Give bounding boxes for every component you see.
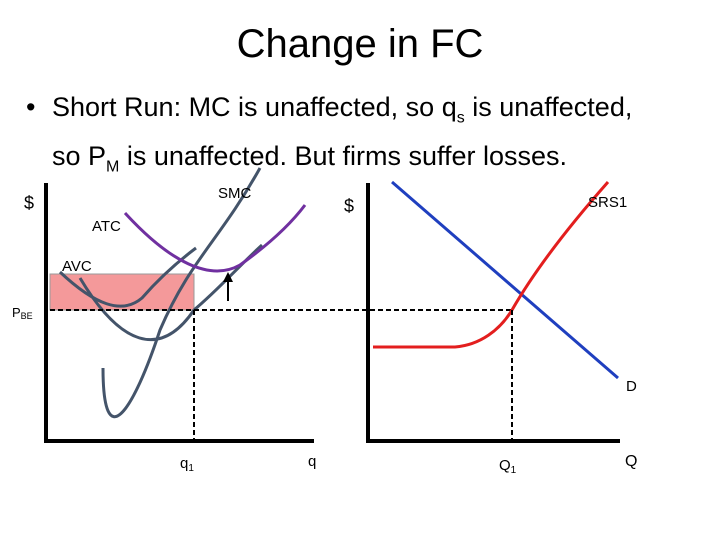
supply-curve xyxy=(373,181,610,349)
atc-label: ATC xyxy=(92,218,121,235)
atc-new-curve xyxy=(123,204,307,273)
srs1-label: SRS1 xyxy=(588,194,627,211)
demand-label: D xyxy=(626,378,637,395)
avc-label: AVC xyxy=(62,258,92,275)
slide-title: Change in FC xyxy=(236,22,484,66)
bullet-text: Short Run: MC is unaffected, so qs is un… xyxy=(52,92,633,176)
Q-axis-label: Q xyxy=(625,453,637,470)
bullet-marker: • xyxy=(26,92,36,122)
pbe-label: PBE xyxy=(12,305,33,321)
market-dollar-label: $ xyxy=(344,196,354,216)
bullet-point: • Short Run: MC is unaffected, so qs is … xyxy=(26,88,706,187)
q1-label: q1 xyxy=(180,455,194,474)
q1-market-label: Q1 xyxy=(499,457,517,476)
smc-label: SMC xyxy=(218,185,252,202)
q-axis-label: q xyxy=(308,453,316,470)
atc-shift-arrowhead xyxy=(223,272,233,282)
smc-curve xyxy=(101,167,262,419)
market-graph: $ SRS1 D Q1 Q xyxy=(344,180,637,476)
demand-curve xyxy=(391,180,619,380)
firm-graph: $ SMC ATC AVC q q1 xyxy=(24,167,316,474)
firm-dollar-label: $ xyxy=(24,193,34,213)
avc-curve xyxy=(58,246,197,308)
atc-old-curve xyxy=(78,243,264,341)
